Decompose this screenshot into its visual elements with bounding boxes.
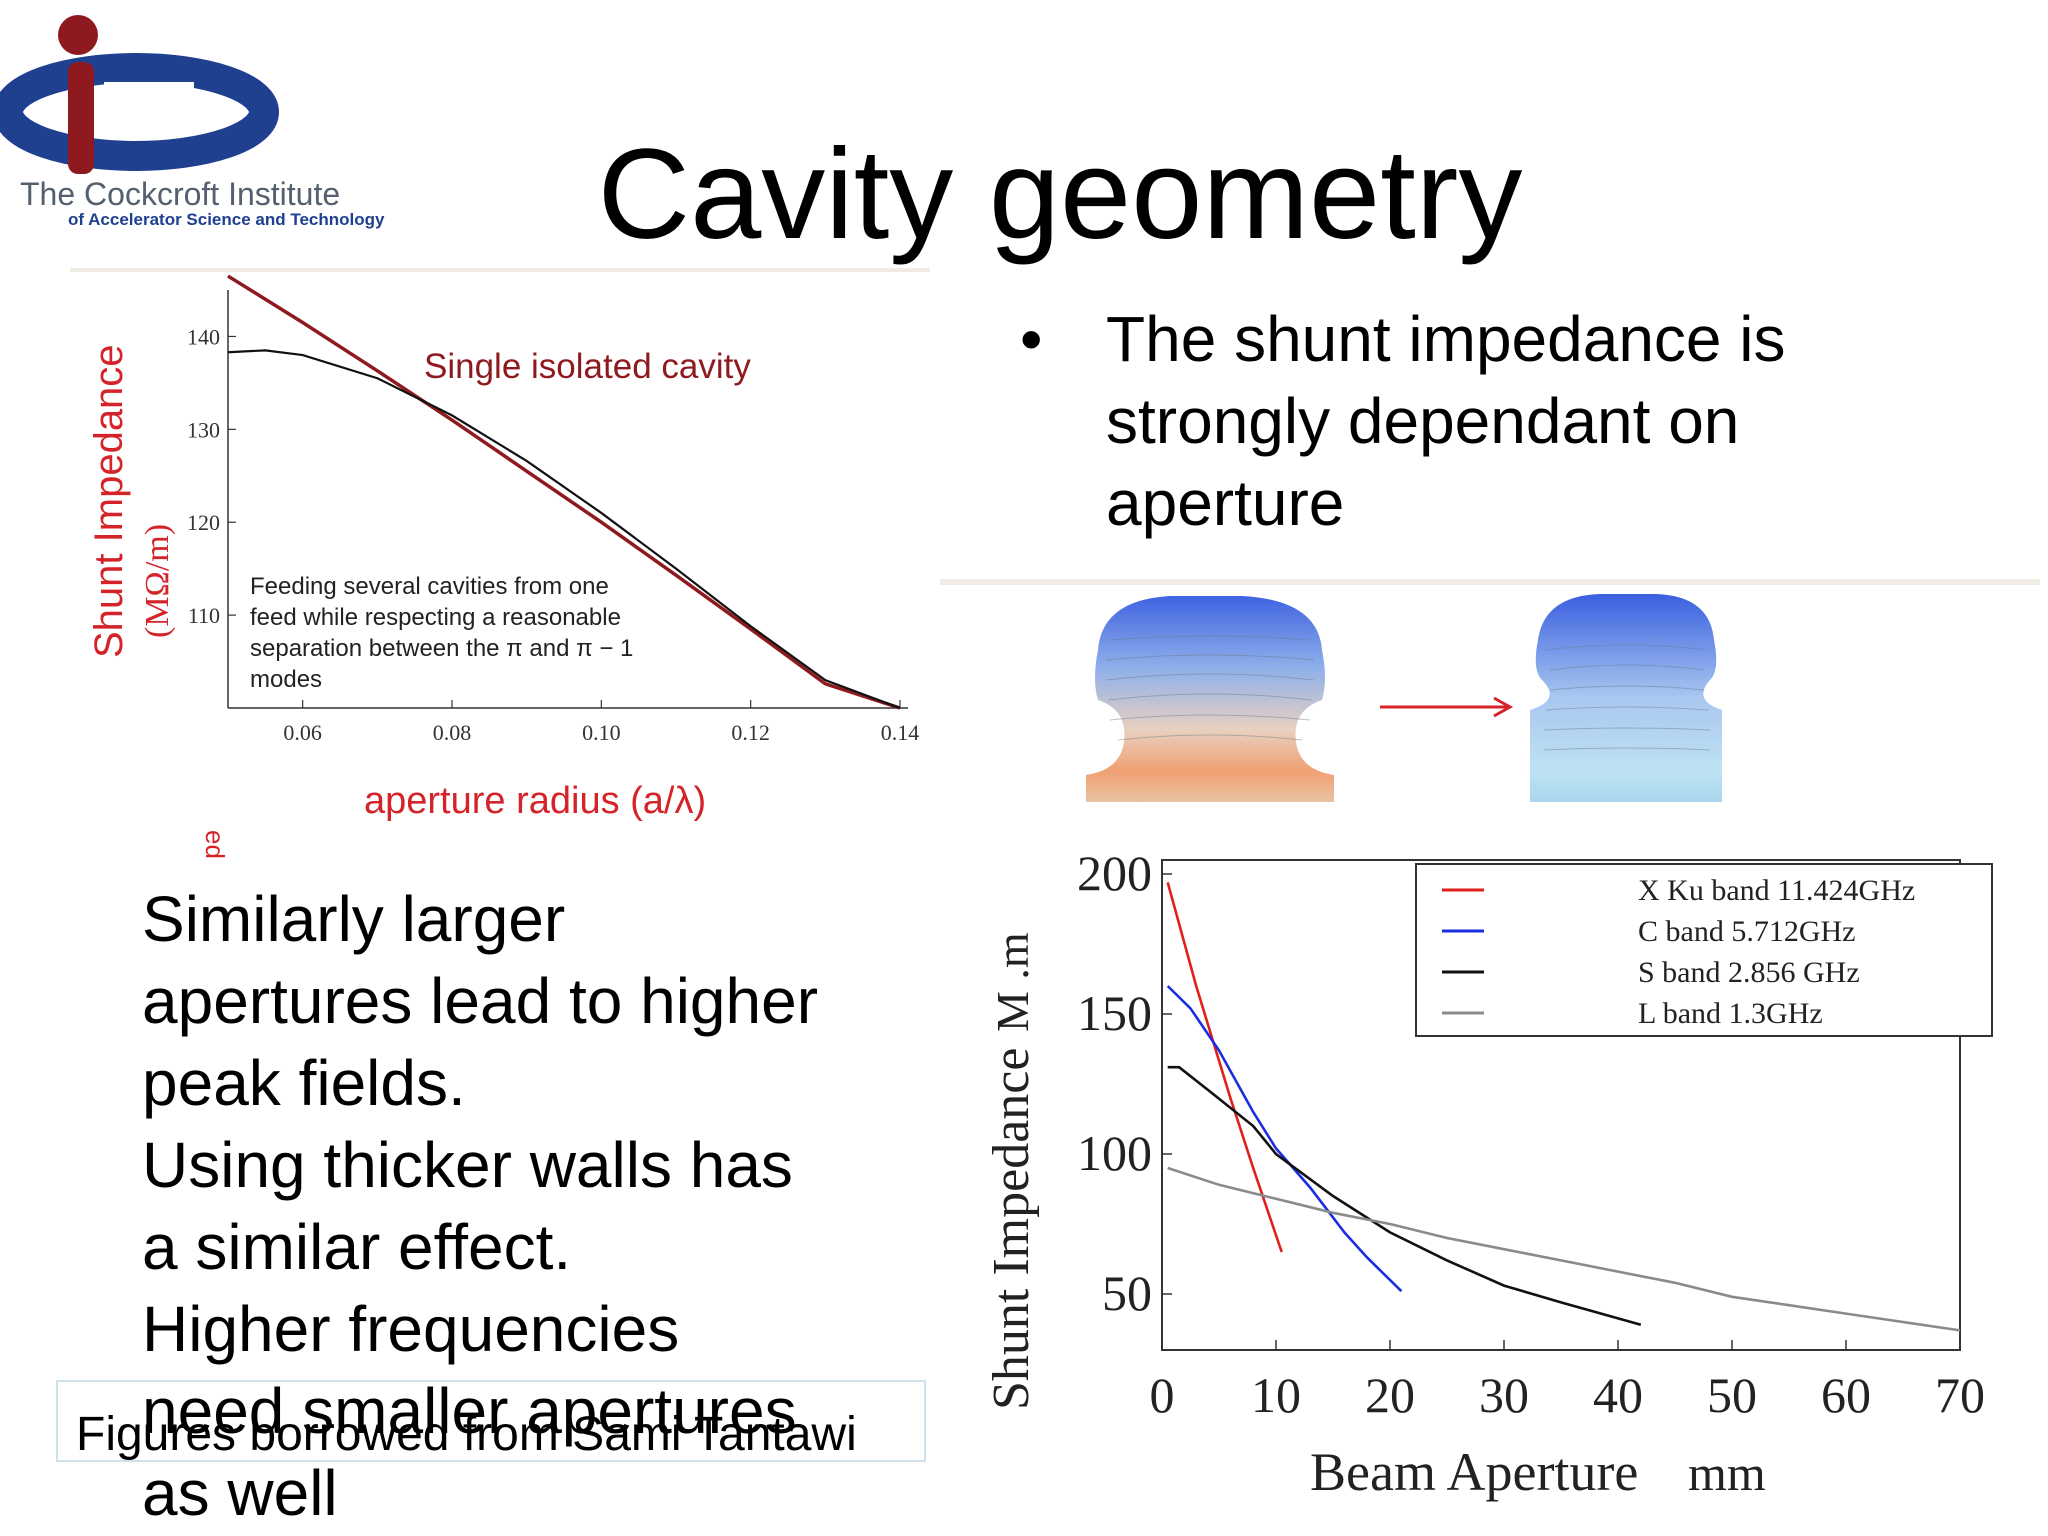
body-line: as well	[142, 1457, 338, 1529]
left-y-tick-label: 110	[188, 603, 220, 628]
figure-caption: Figures borrowed from Sami Tantawi	[76, 1408, 857, 1461]
left-chart-ticks: 0.06 0.08 0.10 0.12 0.14 110 120 130 140	[187, 324, 919, 745]
left-x-tick-label: 0.06	[283, 720, 322, 745]
left-x-tick-label: 0.10	[582, 720, 621, 745]
right-x-tick-label: 70	[1935, 1367, 1985, 1423]
bullet-dot-icon: •	[1020, 303, 1043, 375]
cockcroft-logo	[0, 15, 279, 174]
right-y-tick-label: 150	[1077, 985, 1152, 1041]
legend-label-1: C band 5.712GHz	[1638, 915, 1855, 948]
left-chart-series	[227, 274, 901, 710]
body-line: Higher frequencies	[142, 1293, 680, 1365]
right-y-axis-label: Shunt Impedance	[983, 1048, 1040, 1410]
left-x-axis-label: aperture radius (a/λ)	[364, 780, 706, 822]
logo-name: The Cockcroft Institute	[20, 176, 341, 212]
left-y-tick-label: 120	[187, 510, 220, 535]
right-series-line-1	[1166, 985, 1403, 1293]
annotation-line-2: feed while respecting a reasonable	[250, 604, 621, 631]
right-y-tick-label: 50	[1102, 1265, 1152, 1321]
body-line: apertures lead to higher	[142, 965, 818, 1037]
left-chart-axes	[227, 290, 908, 709]
right-chart-axes	[1161, 859, 1961, 1351]
right-x-tick-label: 10	[1251, 1367, 1301, 1423]
annotation-single-cavity: Single isolated cavity	[424, 347, 751, 386]
body-line: need smaller apertures	[142, 1375, 797, 1447]
logo-gap-right	[134, 82, 194, 132]
right-chart-legend: X Ku band 11.424GHz C band 5.712GHz S band…	[1415, 863, 1993, 1037]
left-y-axis-label: Shunt Impedance	[87, 344, 131, 658]
annotation-line-3: separation between the π and π − 1	[250, 635, 633, 662]
logo-ring-icon	[0, 53, 279, 171]
shunt-vs-aperture-radius-chart: 0.06 0.08 0.10 0.12 0.14 110 120 130 140 Single …	[70, 268, 930, 858]
right-series-line-3	[1167, 1166, 1961, 1332]
right-y-tick-label: 100	[1077, 1125, 1152, 1181]
left-y-tick-label: 140	[187, 324, 220, 349]
stray-text-fragment: ed	[200, 830, 230, 858]
slide-title: Cavity geometry	[597, 123, 1523, 266]
left-x-tick-label: 0.12	[731, 720, 770, 745]
annotation-line-1: Feeding several cavities from one	[250, 573, 609, 600]
logo-gap	[104, 82, 138, 120]
annotation-line-4: modes	[250, 666, 322, 693]
right-y-axis-unit: M .m	[987, 932, 1038, 1032]
body-line: Similarly larger	[142, 883, 566, 955]
right-chart-series	[1166, 882, 1961, 1332]
bullet-text: The shunt impedance is strongly dependan…	[1106, 303, 1786, 539]
right-x-tick-label: 50	[1707, 1367, 1757, 1423]
cavity-field-diagram	[940, 579, 2040, 802]
left-x-tick-label: 0.08	[433, 720, 472, 745]
right-x-tick-label: 30	[1479, 1367, 1529, 1423]
left-series-line-1	[227, 349, 901, 710]
right-x-tick-label: 0	[1150, 1367, 1175, 1423]
cavity-large-aperture	[1086, 596, 1334, 802]
right-plot-frame	[1161, 859, 1961, 1351]
logo-stem-icon	[68, 62, 94, 174]
legend-label-2: S band 2.856 GHz	[1638, 956, 1860, 989]
legend-label-0: X Ku band 11.424GHz	[1638, 874, 1915, 907]
left-y-tick-label: 130	[187, 417, 220, 442]
right-x-tick-label: 60	[1821, 1367, 1871, 1423]
left-series-line-0	[227, 274, 901, 710]
left-y-axis-unit: (MΩ/m)	[139, 524, 176, 638]
legend-box	[1415, 863, 1993, 1037]
body-line: Using thicker walls has	[142, 1129, 793, 1201]
body-line: a similar effect.	[142, 1211, 572, 1283]
right-chart-ticks: 0 10 20 30 40 50 60 70 50 100 150 200	[1077, 845, 1985, 1423]
logo-dot-icon	[58, 15, 98, 55]
body-line: peak fields.	[142, 1047, 466, 1119]
right-x-tick-label: 20	[1365, 1367, 1415, 1423]
caption-box	[56, 1380, 926, 1462]
logo-subtitle: of Accelerator Science and Technology	[68, 210, 385, 229]
left-x-tick-label: 0.14	[881, 720, 920, 745]
right-series-line-2	[1167, 1065, 1642, 1327]
right-x-tick-label: 40	[1593, 1367, 1643, 1423]
legend-label-3: L band 1.3GHz	[1638, 997, 1823, 1030]
right-x-axis-unit: mm	[1688, 1445, 1766, 1501]
shunt-vs-beam-aperture-chart: 0 10 20 30 40 50 60 70 50 100 150 200 X Ku band 11.…	[983, 845, 1993, 1502]
cavity-small-aperture	[1530, 594, 1722, 802]
right-x-axis-label: Beam Aperture	[1310, 1442, 1638, 1502]
arrow-head-icon	[1493, 696, 1514, 718]
right-y-tick-label: 200	[1077, 845, 1152, 901]
body-text: Similarly larger apertures lead to highe…	[142, 878, 902, 1534]
